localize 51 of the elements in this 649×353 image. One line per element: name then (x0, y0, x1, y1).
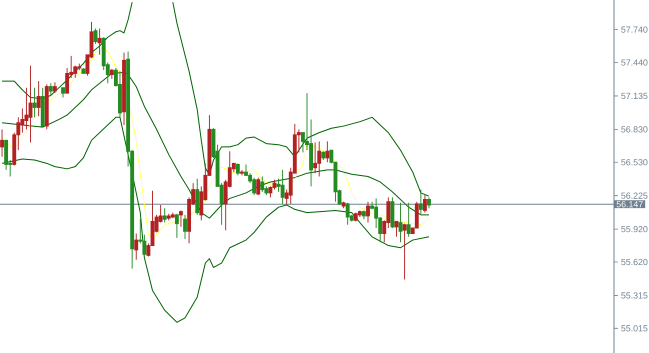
candlestick (252, 177, 256, 196)
candlestick (98, 28, 102, 56)
candlestick (0, 128, 4, 158)
candlestick (52, 82, 57, 94)
candlestick (398, 202, 402, 243)
candlestick (81, 67, 86, 74)
y-tick-label: 57.740 (621, 26, 648, 33)
candlestick (366, 201, 370, 223)
candlestick (317, 140, 322, 177)
y-tick-label: 57.135 (621, 92, 648, 100)
y-tick-label: 56.830 (621, 126, 648, 132)
line-series (2, 72, 430, 219)
candlestick (174, 213, 179, 238)
candlestick (162, 208, 167, 223)
candlestick (406, 202, 411, 238)
candlestick (94, 28, 98, 44)
candlestick (183, 214, 187, 240)
candlestick (36, 80, 41, 117)
candlestick (402, 223, 407, 280)
candlestick (346, 202, 350, 226)
candlestick (342, 201, 346, 209)
candlestick (61, 87, 65, 98)
candlestick (362, 210, 366, 220)
candlestick (418, 189, 423, 214)
candlestick (280, 169, 285, 204)
candlestick (179, 210, 183, 228)
y-tick-label: 57.440 (621, 59, 648, 66)
y-tick-label: 56.530 (621, 159, 648, 166)
candlestick (118, 70, 122, 118)
ref-line-label: 56.147 (616, 201, 643, 208)
candlestick (236, 162, 240, 176)
y-tick-label: 56.225 (621, 192, 648, 199)
line-series (2, 2, 133, 100)
candlestick (358, 210, 362, 218)
y-tick-label: 55.920 (621, 226, 648, 232)
candlestick (325, 140, 330, 163)
candlestick (122, 52, 126, 126)
y-tick-label: 55.315 (621, 292, 648, 299)
y-tick-label: 55.015 (621, 325, 648, 332)
candlestick (32, 87, 37, 118)
candlestick (313, 142, 318, 174)
candlestick (110, 68, 114, 80)
candlestick (390, 196, 394, 228)
candlestick (170, 212, 175, 219)
candlestick (28, 65, 32, 143)
candlestick (422, 194, 427, 214)
candlestick (48, 82, 53, 96)
candlestick (240, 169, 244, 176)
candlestick (394, 220, 398, 238)
candlestick (427, 196, 431, 209)
y-tick-label: 55.620 (621, 258, 648, 266)
